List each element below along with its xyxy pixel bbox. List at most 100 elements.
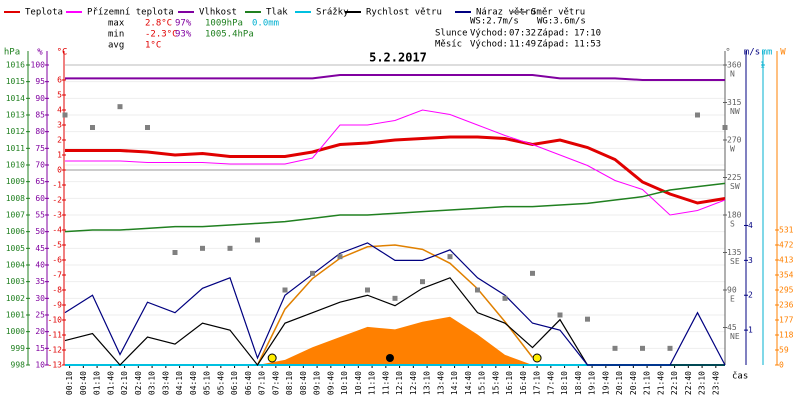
y-tick-label: 70 (35, 161, 45, 170)
x-tick-label: 23:40 (711, 371, 720, 395)
legend-label: Srážky (316, 8, 349, 18)
direction-point (62, 112, 68, 118)
x-tick-label: 09:10 (313, 371, 322, 395)
astro-text: Východ: (470, 40, 508, 50)
axis-unit: °C (57, 48, 68, 58)
y-tick-label: -4 (52, 226, 62, 235)
axis-unit: W (780, 48, 786, 58)
y-tick-label: 236 (779, 301, 794, 310)
y-tick-label: 95 (35, 77, 45, 86)
x-tick-label: 12:10 (395, 371, 404, 395)
y-tick-label: 999 (11, 344, 26, 353)
x-tick-label: 12:40 (409, 371, 418, 395)
astro-label: Měsíc (435, 40, 462, 50)
x-tick-label: 02:40 (134, 371, 143, 395)
y-tick-label: 295 (779, 286, 794, 295)
y-tick-label: -10 (48, 316, 63, 325)
y-tick-label: 360 (727, 61, 742, 70)
x-tick-label: 22:10 (670, 371, 679, 395)
y-tick-label: -13 (48, 361, 63, 370)
x-axis-label: čas (732, 371, 748, 382)
x-tick-label: 00:40 (79, 371, 88, 395)
radiation-area (257, 316, 533, 365)
y-tick-label: 4 (748, 221, 753, 230)
y-tick-label: 40 (35, 261, 45, 270)
x-tick-label: 17:40 (546, 371, 555, 395)
y-tick-label: 177 (779, 316, 794, 325)
y-tick-label: 1008 (6, 194, 25, 203)
x-tick-label: 03:40 (161, 371, 170, 395)
x-tick-label: 16:40 (519, 371, 528, 395)
y-tick-label: 2 (748, 291, 753, 300)
y-tick-label: -5 (52, 241, 62, 250)
x-tick-label: 21:10 (643, 371, 652, 395)
x-tick-label: 07:10 (258, 371, 267, 395)
y-tick-label: 531 (779, 226, 794, 235)
direction-point (722, 125, 728, 130)
axis-unit: % (37, 48, 43, 58)
compass-label: W (730, 145, 735, 154)
compass-label: SW (730, 182, 740, 191)
x-tick-label: 13:10 (423, 371, 432, 395)
legend-label: Teplota (25, 8, 63, 18)
axis-unit: m/s (744, 48, 760, 58)
x-tick-label: 21:40 (656, 371, 665, 395)
direction-point (117, 104, 123, 110)
x-tick-label: 07:40 (271, 371, 280, 395)
y-tick-label: 75 (35, 144, 45, 153)
stat-value: 1°C (145, 41, 161, 51)
astro-text: 11:49 (509, 40, 536, 50)
y-tick-label: 35 (35, 277, 45, 286)
x-tick-label: 01:40 (106, 371, 115, 395)
y-tick-label: 45 (727, 323, 737, 332)
y-tick-label: 55 (35, 211, 45, 220)
y-tick-label: -12 (48, 346, 63, 355)
x-tick-label: 10:10 (340, 371, 349, 395)
x-tick-label: 20:10 (615, 371, 624, 395)
y-tick-label: 413 (779, 256, 794, 265)
stat-value: 0.0mm (252, 19, 279, 29)
y-tick-label: 1011 (6, 144, 25, 153)
x-tick-label: 17:10 (533, 371, 542, 395)
direction-point (420, 279, 425, 285)
stat-value: 1005.4hPa (205, 30, 254, 40)
y-tick-label: 270 (727, 136, 742, 145)
wind-stat: WG:3.6m/s (537, 17, 586, 27)
y-tick-label: 50 (35, 227, 45, 236)
y-tick-label: 1005 (6, 244, 25, 253)
astro-text: Západ: (537, 40, 570, 50)
x-tick-label: 06:40 (244, 371, 253, 395)
x-tick-label: 09:40 (326, 371, 335, 395)
y-tick-label: -9 (52, 301, 62, 310)
x-tick-label: 08:10 (285, 371, 294, 395)
stat-value: 97% (175, 19, 192, 29)
x-tick-label: 14:40 (464, 371, 473, 395)
compass-label: S (730, 220, 735, 229)
x-tick-label: 18:40 (574, 371, 583, 395)
stat-value: 2.8°C (145, 19, 172, 29)
astro-text: 07:32 (509, 29, 536, 39)
sun-marker (532, 353, 542, 363)
x-tick-label: 08:40 (299, 371, 308, 395)
y-tick-label: 354 (779, 271, 794, 280)
y-tick-label: -2 (52, 196, 62, 205)
direction-point (392, 295, 398, 301)
x-tick-label: 05:10 (203, 371, 212, 395)
direction-point (90, 125, 95, 130)
y-tick-label: 2 (57, 136, 62, 145)
stat-value: 1009hPa (205, 19, 243, 29)
x-tick-label: 11:40 (381, 371, 390, 395)
direction-point (585, 316, 590, 322)
direction-point (475, 287, 480, 293)
y-tick-label: 59 (779, 346, 789, 355)
direction-point (365, 287, 370, 293)
x-tick-label: 10:40 (354, 371, 363, 395)
legend-label: Rychlost větru (366, 8, 442, 18)
y-tick-label: -1 (52, 181, 62, 190)
y-tick-label: 25 (35, 311, 45, 320)
y-tick-label: 3 (57, 121, 62, 130)
astro-text: Východ: (470, 29, 508, 39)
axis-unit: ° (725, 48, 730, 58)
legend-label: Náraz větru (476, 8, 536, 18)
